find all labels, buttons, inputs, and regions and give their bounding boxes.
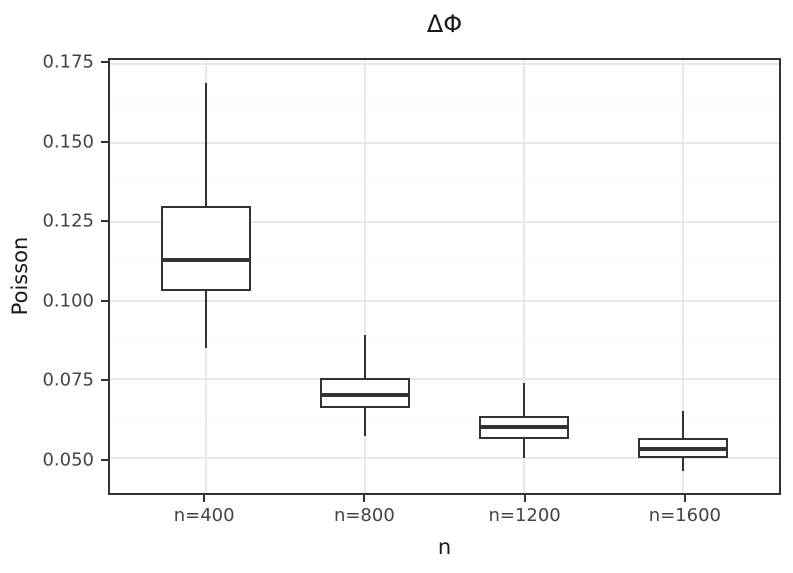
y-major-gridline [110,378,779,381]
x-axis: n=400 n=800 n=1200 n=1600 [108,495,781,535]
y-tick-mark [101,61,108,64]
x-major-gridline [682,60,685,493]
y-minor-gridline [110,339,779,341]
y-tick-mark [101,140,108,143]
y-major-gridline [110,220,779,223]
y-minor-gridline [110,181,779,183]
y-tick-mark [101,299,108,302]
y-axis: 0.050 0.075 0.100 0.125 0.150 0.175 [0,52,108,495]
box-iqr [160,206,251,292]
y-tick-label: 0.100 [42,290,94,312]
plot-panel [108,58,781,495]
x-tick-label: n=800 [333,505,395,526]
plot-title: ΔΦ [426,10,463,38]
median-line [160,257,251,262]
y-major-gridline [110,299,779,302]
x-major-gridline [523,60,526,493]
y-major-gridline [110,141,779,144]
y-minor-gridline [110,103,779,105]
y-tick-mark [101,379,108,382]
x-tick-label: n=1600 [648,505,721,526]
y-minor-gridline [110,418,779,420]
median-line [479,424,570,429]
y-tick-label: 0.075 [42,369,94,391]
x-axis-title: n [437,535,452,559]
x-tick [683,495,686,502]
y-minor-gridline [110,260,779,262]
y-tick-label: 0.125 [42,210,94,232]
y-tick-label: 0.150 [42,131,94,153]
y-tick-label: 0.050 [42,449,94,471]
x-tick-label: n=400 [173,505,235,526]
x-tick [203,495,206,502]
y-tick-label: 0.175 [42,51,94,73]
x-tick [523,495,526,502]
x-tick [363,495,366,502]
x-major-gridline [363,60,366,493]
y-major-gridline [110,63,779,66]
median-line [319,393,410,398]
y-tick-mark [101,458,108,461]
y-major-gridline [110,457,779,460]
median-line [638,446,729,451]
y-tick-mark [101,220,108,223]
x-tick-label: n=1200 [488,505,561,526]
box-iqr [319,377,410,408]
